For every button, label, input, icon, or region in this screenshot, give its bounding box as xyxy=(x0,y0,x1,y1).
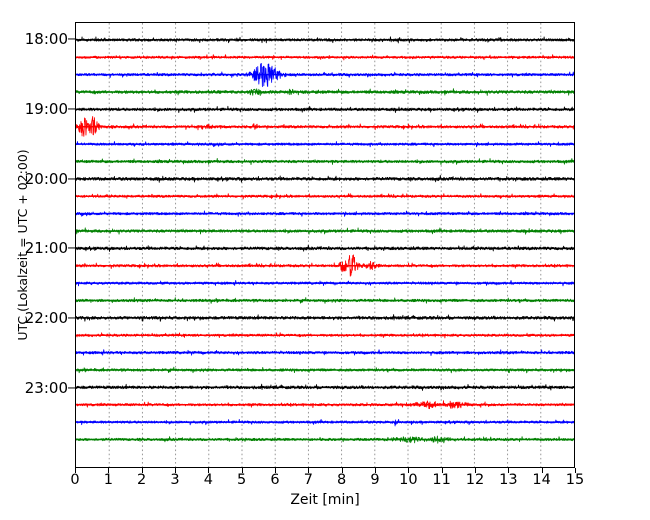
x-tick-mark-11 xyxy=(441,468,443,473)
x-tick-label-10: 10 xyxy=(399,472,418,488)
y-tick-label-2100: 21:00 xyxy=(24,239,68,258)
x-tick-label-14: 14 xyxy=(532,472,551,488)
x-tick-mark-5 xyxy=(241,468,243,473)
x-tick-label-4: 4 xyxy=(203,472,213,488)
y-tick-mark-1800 xyxy=(68,38,76,40)
y-tick-mark-1900 xyxy=(68,108,76,110)
plot-area xyxy=(75,22,575,468)
grid-layer xyxy=(76,23,574,467)
x-tick-mark-3 xyxy=(175,468,177,473)
y-tick-label-2300: 23:00 xyxy=(24,379,68,397)
x-tick-mark-8 xyxy=(341,468,343,473)
x-tick-label-0: 0 xyxy=(70,472,80,488)
x-tick-mark-13 xyxy=(508,468,510,473)
x-tick-label-15: 15 xyxy=(565,472,585,488)
x-tick-label-7: 7 xyxy=(303,472,313,488)
x-tick-label-9: 9 xyxy=(370,472,380,488)
trace-layer xyxy=(76,36,574,444)
x-tick-mark-0 xyxy=(75,468,77,473)
x-tick-mark-15 xyxy=(575,468,577,473)
x-tick-label-12: 12 xyxy=(465,472,485,488)
y-tick-label-2200: 22:00 xyxy=(24,309,68,328)
x-tick-mark-1 xyxy=(108,468,110,473)
x-tick-label-13: 13 xyxy=(499,472,518,488)
x-tick-mark-7 xyxy=(308,468,310,473)
x-tick-label-11: 11 xyxy=(432,472,451,488)
x-tick-label-8: 8 xyxy=(337,472,347,488)
x-tick-label-1: 1 xyxy=(103,472,113,488)
x-tick-mark-4 xyxy=(208,468,210,473)
y-tick-label-2000: 20:00 xyxy=(24,169,68,188)
x-tick-mark-12 xyxy=(475,468,477,473)
y-tick-mark-2000 xyxy=(68,178,76,180)
x-tick-mark-6 xyxy=(275,468,277,473)
y-tick-label-1800: 18:00 xyxy=(24,30,68,48)
y-tick-mark-2200 xyxy=(68,317,76,319)
x-axis-label: Zeit [min] xyxy=(290,492,360,508)
x-tick-mark-14 xyxy=(541,468,543,473)
y-tick-mark-2300 xyxy=(68,387,76,389)
x-tick-label-2: 2 xyxy=(137,472,147,488)
x-tick-label-3: 3 xyxy=(170,472,180,488)
x-tick-label-5: 5 xyxy=(237,472,247,488)
x-tick-mark-2 xyxy=(141,468,143,473)
x-tick-label-6: 6 xyxy=(270,472,280,488)
y-tick-mark-2100 xyxy=(68,247,76,249)
x-tick-mark-9 xyxy=(375,468,377,473)
y-tick-label-1900: 19:00 xyxy=(24,99,68,118)
x-tick-mark-10 xyxy=(408,468,410,473)
